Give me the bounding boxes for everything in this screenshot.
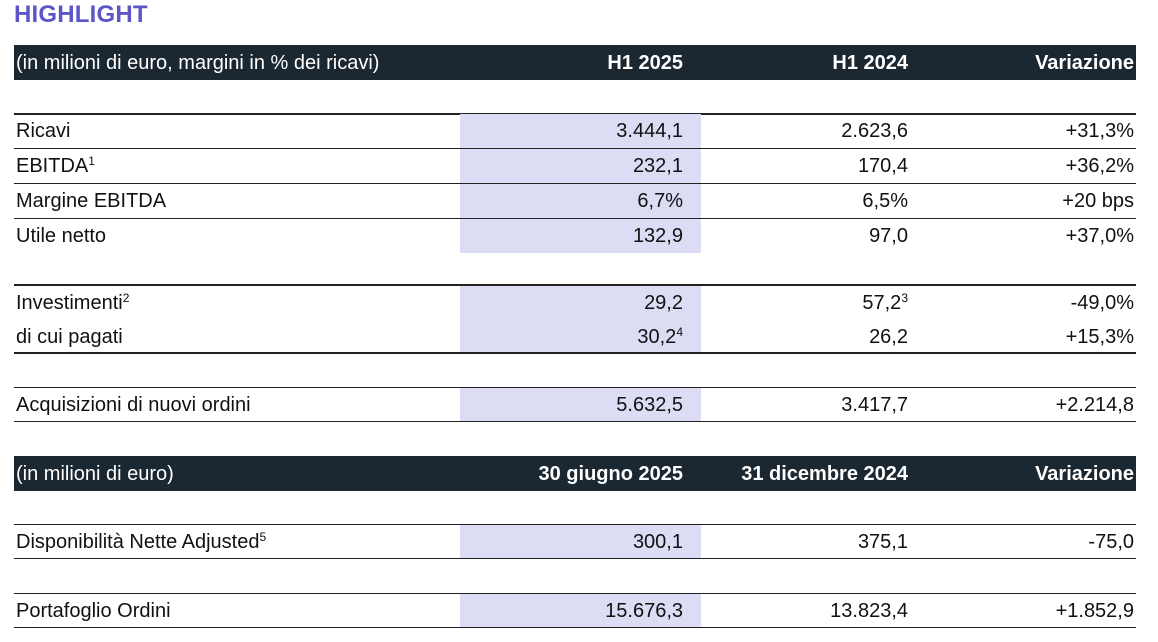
highlight-cell — [460, 114, 701, 148]
table2-header-change: Variazione — [1035, 463, 1134, 485]
value-dec-2024: 375,1 — [857, 531, 908, 553]
value-h1-2024: 3.417,7 — [841, 394, 908, 416]
divider — [14, 558, 1136, 559]
highlight-cell — [460, 149, 701, 183]
value-h1-2025: 6,7% — [637, 190, 683, 212]
table-row: Acquisizioni di nuovi ordini 5.632,5 3.4… — [14, 388, 1136, 422]
table1-header: (in milioni di euro, margini in % dei ri… — [14, 45, 1136, 80]
value-dec-2024: 13.823,4 — [830, 600, 908, 622]
highlight-cell — [460, 594, 701, 628]
value-h1-2024: 2.623,6 — [841, 120, 908, 142]
divider — [14, 183, 1136, 184]
table-row: Margine EBITDA 6,7% 6,5% +20 bps — [14, 184, 1136, 218]
value-jun-2025: 300,1 — [632, 531, 683, 553]
value-h1-2025: 3.444,1 — [616, 120, 683, 142]
row-label: EBITDA1 — [16, 154, 95, 177]
table-row: Disponibilità Nette Adjusted5 300,1 375,… — [14, 525, 1136, 559]
highlight-cell — [460, 320, 701, 354]
row-label: Margine EBITDA — [16, 190, 167, 212]
value-h1-2024: 170,4 — [857, 155, 908, 177]
row-label: Acquisizioni di nuovi ordini — [16, 394, 251, 416]
table1-header-label: (in milioni di euro, margini in % dei ri… — [16, 52, 380, 74]
value-h1-2025: 132,9 — [632, 225, 683, 247]
table1-header-h1-2025: H1 2025 — [607, 52, 683, 74]
table1-header-h1-2024: H1 2024 — [832, 52, 908, 74]
highlight-cell — [460, 219, 701, 253]
value-h1-2024: 97,0 — [869, 225, 908, 247]
value-h1-2025: 232,1 — [632, 155, 683, 177]
row-label: Investimenti2 — [16, 291, 130, 314]
value-change: +37,0% — [1065, 225, 1134, 247]
value-h1-2024: 6,5% — [862, 190, 908, 212]
highlight-cell — [460, 286, 701, 320]
table-row: EBITDA1 232,1 170,4 +36,2% — [14, 149, 1136, 183]
divider — [14, 387, 1136, 388]
table-row: Ricavi 3.444,1 2.623,6 +31,3% — [14, 114, 1136, 148]
highlight-cell — [460, 525, 701, 559]
row-label: Ricavi — [16, 120, 71, 142]
divider — [14, 218, 1136, 219]
value-h1-2025: 30,24 — [637, 325, 683, 348]
page-title: HIGHLIGHT — [14, 1, 148, 28]
value-change: +15,3% — [1065, 326, 1134, 348]
value-change: -75,0 — [1088, 531, 1134, 553]
value-jun-2025: 15.676,3 — [605, 600, 683, 622]
value-change: -49,0% — [1070, 292, 1134, 314]
divider — [14, 148, 1136, 149]
row-label: di cui pagati — [16, 326, 123, 348]
row-label: Portafoglio Ordini — [16, 600, 171, 622]
value-change: +2.214,8 — [1055, 394, 1134, 416]
value-change: +20 bps — [1062, 190, 1134, 212]
table-row: di cui pagati 30,24 26,2 +15,3% — [14, 320, 1136, 354]
divider — [14, 627, 1136, 628]
value-h1-2025: 29,2 — [644, 292, 683, 314]
table2-header: (in milioni di euro) 30 giugno 2025 31 d… — [14, 456, 1136, 491]
table-row: Investimenti2 29,2 57,23 -49,0% — [14, 286, 1136, 320]
table-row: Portafoglio Ordini 15.676,3 13.823,4 +1.… — [14, 594, 1136, 628]
divider — [14, 284, 1136, 286]
row-label: Disponibilità Nette Adjusted5 — [16, 530, 267, 553]
value-h1-2024: 26,2 — [869, 326, 908, 348]
value-h1-2025: 5.632,5 — [616, 394, 683, 416]
value-h1-2024: 57,23 — [862, 291, 908, 314]
table2-header-jun-2025: 30 giugno 2025 — [538, 463, 684, 485]
value-change: +36,2% — [1065, 155, 1134, 177]
divider — [14, 421, 1136, 422]
table2-header-label: (in milioni di euro) — [16, 463, 174, 485]
table1-header-change: Variazione — [1035, 52, 1134, 74]
value-change: +1.852,9 — [1055, 600, 1134, 622]
table2-header-dec-2024: 31 dicembre 2024 — [741, 463, 908, 485]
highlight-cell — [460, 184, 701, 218]
row-label: Utile netto — [16, 225, 107, 247]
divider — [14, 352, 1136, 354]
divider — [14, 524, 1136, 525]
table-row: Utile netto 132,9 97,0 +37,0% — [14, 219, 1136, 253]
divider — [14, 593, 1136, 594]
highlight-cell — [460, 388, 701, 422]
value-change: +31,3% — [1065, 120, 1134, 142]
